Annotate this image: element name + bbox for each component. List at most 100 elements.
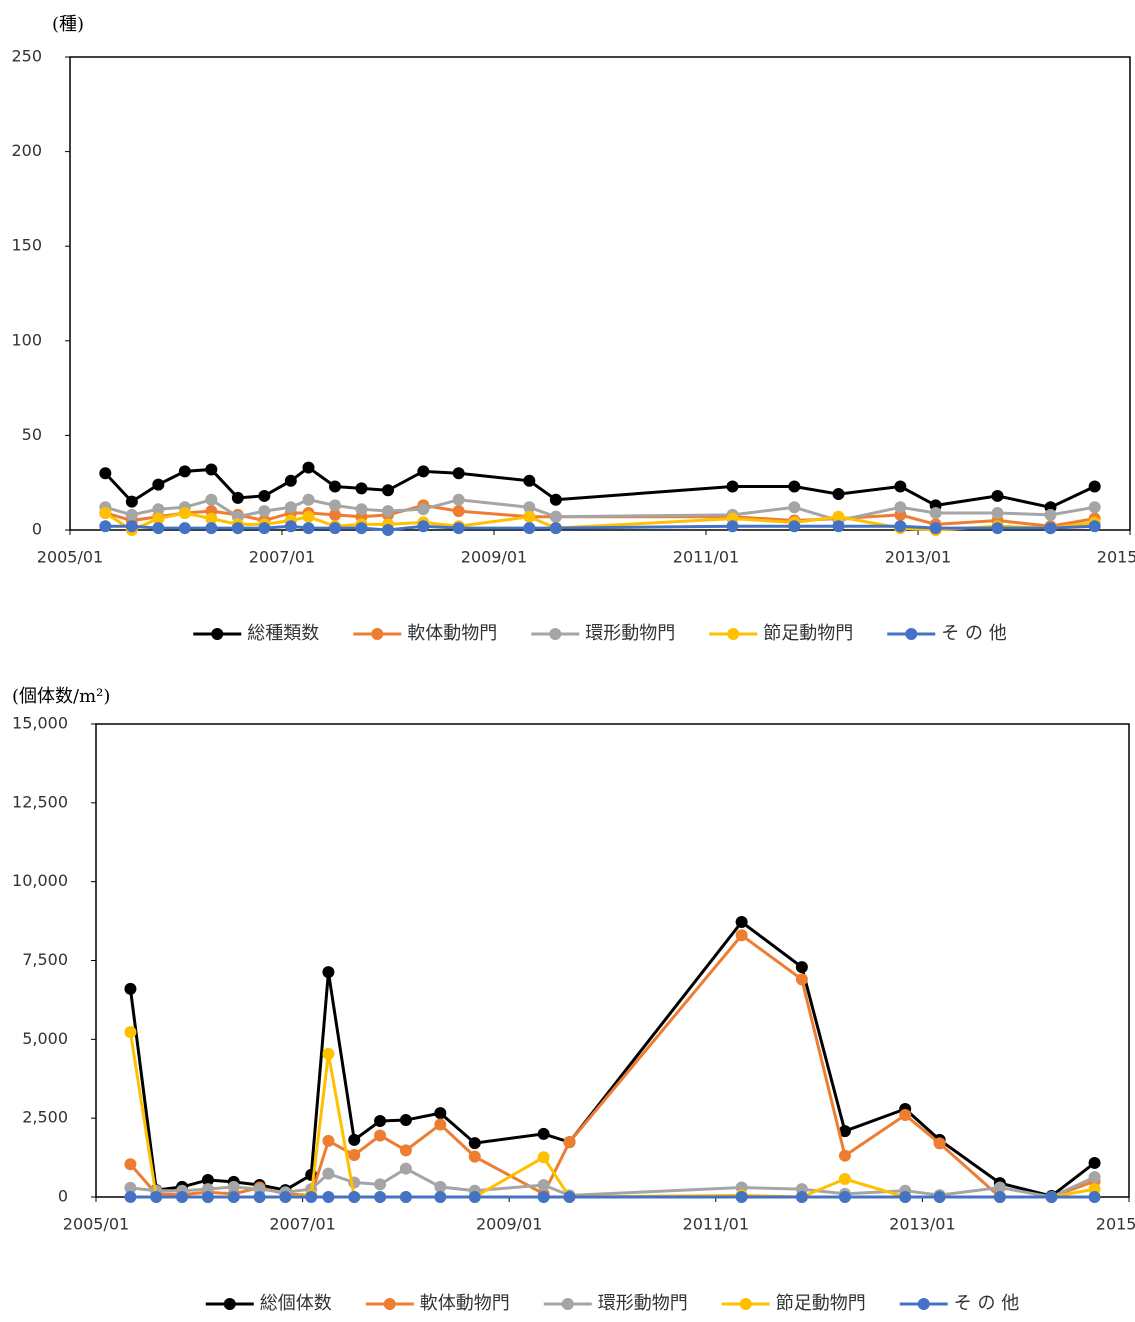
legend-marker [371,628,384,640]
y-tick-label: 150 [11,236,42,255]
point [205,493,218,506]
point [355,522,368,535]
y-axis-label: (個体数/m²) [12,686,110,707]
point [788,501,801,514]
plot-frame [69,56,1131,531]
point [549,522,562,535]
point [899,1109,912,1122]
point [329,508,341,521]
point [329,522,341,535]
point [399,1114,412,1127]
point [537,1179,550,1192]
point [382,484,394,497]
legend-label: 総個体数 [260,1293,332,1314]
legend-label: 総種類数 [247,623,319,644]
x-tick-label: 2009/01 [461,548,527,567]
point [929,522,942,535]
point [1088,501,1101,514]
point [1088,520,1101,533]
point [176,1191,189,1203]
point [549,510,562,523]
point [152,512,165,525]
legend: 総個体数 軟体動物門 環形動物門 節足動物門 そ の 他 [205,1293,1019,1314]
point [152,522,165,535]
point [838,1173,851,1186]
point [735,1191,748,1203]
point [382,524,394,536]
legend-marker [905,628,918,640]
point [1088,480,1101,493]
x-tick-label: 2013/01 [889,1215,955,1234]
point [537,1151,550,1164]
point [523,522,536,535]
point [124,1158,137,1171]
point [838,1191,851,1203]
x-tick-label: 2005/01 [63,1215,129,1234]
legend: 総種類数 軟体動物門 環形動物門 節足動物門 そ の 他 [193,623,1007,644]
point [374,1178,387,1191]
point [788,480,801,493]
point [929,506,942,519]
x-tick-label: 2009/01 [476,1215,542,1234]
x-tick-label: 2007/01 [269,1215,335,1234]
point [417,465,430,478]
point [468,1191,481,1203]
point [178,465,191,478]
point [99,467,112,480]
point [1045,1191,1058,1203]
y-tick-label: 0 [32,520,42,539]
point [1088,1191,1101,1203]
x-tick-label: 2011/01 [673,548,739,567]
x-tick-label: 2015/01 [1097,548,1135,567]
point [894,480,907,493]
point [452,493,465,506]
point [329,499,341,512]
point [832,488,845,501]
y-tick-label: 12,500 [12,792,68,811]
point [993,1181,1006,1194]
point [302,510,315,523]
legend-marker [223,1298,236,1310]
point [726,520,739,533]
point [124,1026,137,1039]
point [899,1191,912,1203]
legend-marker [917,1298,930,1310]
point [832,510,845,523]
point [355,482,368,495]
series-line [129,933,1096,1199]
point [894,520,907,533]
point [302,461,315,474]
y-axis-label: (種) [52,14,84,35]
point [205,512,218,525]
x-tick-label: 2007/01 [249,548,315,567]
point [399,1191,412,1203]
point [832,520,845,533]
point [523,474,536,487]
point [322,1167,335,1180]
x-tick-label: 2005/01 [37,548,103,567]
point [434,1107,447,1120]
series-line [128,1031,1095,1199]
point [284,474,297,487]
point [523,501,536,514]
point [735,916,748,929]
series-line [104,465,1096,509]
legend-marker [561,1298,574,1310]
point [374,1115,387,1128]
point [991,506,1004,519]
y-tick-label: 250 [11,47,42,66]
point [205,522,218,535]
point [348,1191,361,1203]
point [374,1191,387,1203]
point [399,1144,412,1157]
y-tick-label: 0 [58,1187,68,1206]
plot-frame [95,723,1130,1198]
point [284,501,297,514]
point [417,520,430,533]
point [838,1125,851,1138]
point [302,493,315,506]
point [452,467,465,480]
point [178,506,191,519]
point [1044,508,1057,521]
